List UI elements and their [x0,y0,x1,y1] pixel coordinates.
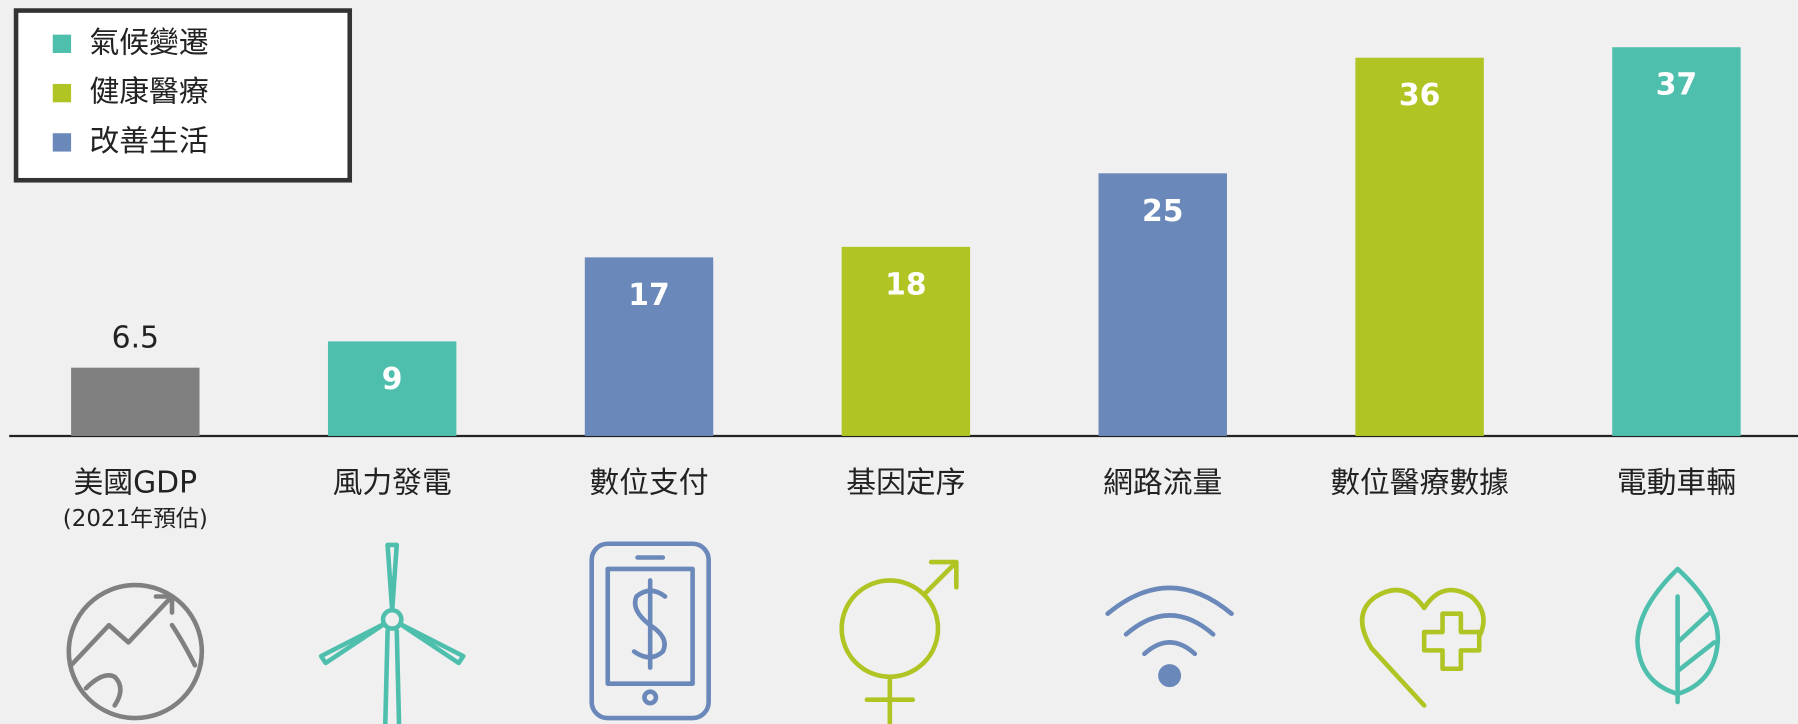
phone-icon [589,541,711,721]
legend-label: 改善生活 [89,124,208,159]
value-label: 18 [885,267,926,302]
icons [66,541,1721,724]
category-label: 數位醫療數據 [1330,466,1509,501]
legend-box [13,8,353,183]
value-label: 9 [382,362,403,397]
bar [327,341,457,436]
value-label: 36 [1399,78,1440,113]
category-label: 網路流量 [1103,466,1222,501]
category-label: 美國GDP [74,466,198,501]
bar [1612,47,1741,436]
value-label: 6.5 [112,321,159,356]
value-label: 37 [1656,68,1697,103]
value-label: 17 [628,278,669,313]
category-label: 電動車輛 [1617,466,1736,501]
category-label: 風力發電 [333,466,452,501]
legend-swatch [52,83,72,103]
category-label: 基因定序 [846,466,965,501]
bar [71,367,200,436]
legend-label: 健康醫療 [89,75,208,110]
value-label: 25 [1142,194,1183,229]
gender-icon [839,559,959,724]
legend-swatch [52,133,72,152]
wifi-icon [1105,585,1234,688]
bar [1355,57,1484,436]
globe-icon [66,582,205,721]
category-label: 數位支付 [589,466,708,501]
bar [841,246,971,436]
bar [584,257,714,436]
legend-swatch [52,34,72,53]
heart-icon [1359,587,1486,708]
turbine-icon [318,542,466,724]
category-annotation: (2021年預估) [63,506,208,532]
leaf-icon [1635,566,1721,705]
legend-label: 氣候變遷 [89,25,208,60]
bar [1098,173,1227,436]
